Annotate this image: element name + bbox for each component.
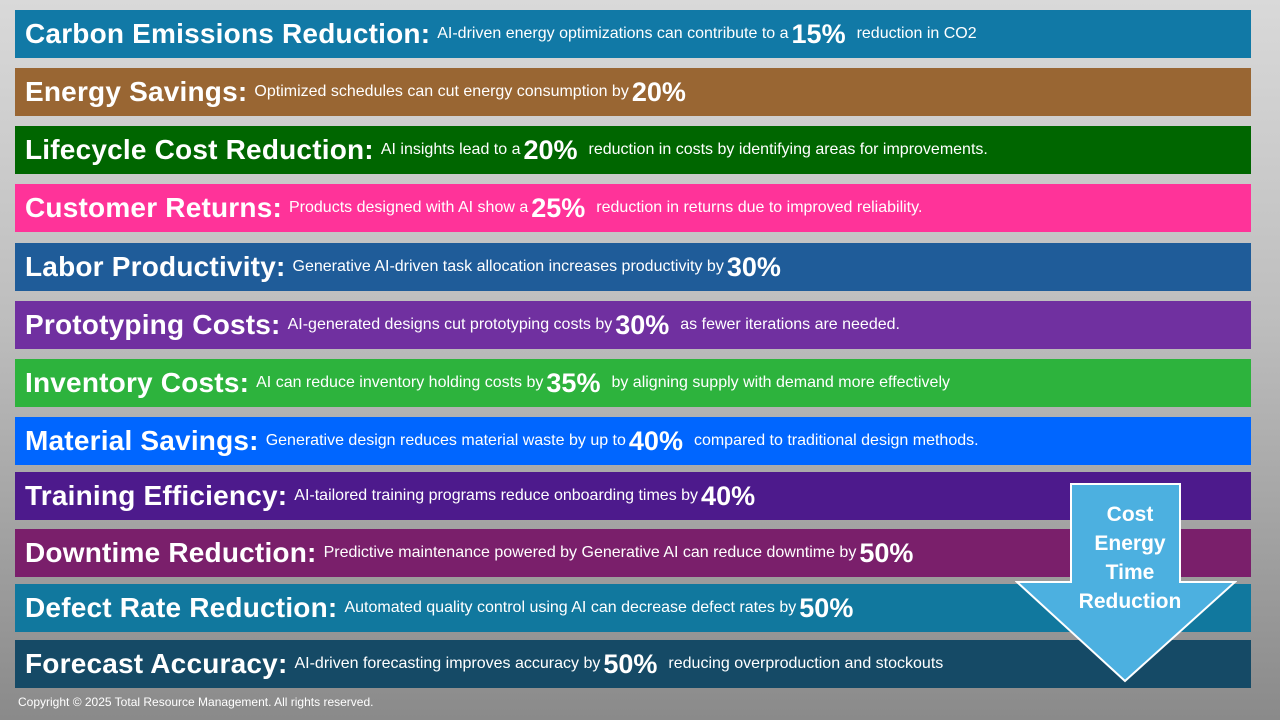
metric-percent: 50% bbox=[603, 648, 658, 679]
arrow-label-line: Cost bbox=[1106, 503, 1154, 526]
metric-description-tail: compared to traditional design methods. bbox=[693, 432, 979, 449]
metric-row-labor: Labor Productivity: Generative AI-driven… bbox=[15, 243, 1251, 291]
metric-title: Customer Returns: bbox=[25, 192, 282, 223]
metric-row-lifecycle: Lifecycle Cost Reduction: AI insights le… bbox=[15, 126, 1251, 174]
arrow-label: Cost Energy Time Reduction bbox=[1070, 500, 1190, 616]
arrow-label-line: Reduction bbox=[1078, 590, 1182, 613]
arrow-label-line: Time bbox=[1105, 561, 1155, 584]
metric-description: Automated quality control using AI can d… bbox=[344, 599, 797, 616]
metric-title: Energy Savings: bbox=[25, 76, 248, 107]
metric-description: AI-driven energy optimizations can contr… bbox=[437, 25, 789, 42]
metric-description: AI-tailored training programs reduce onb… bbox=[294, 487, 699, 504]
metric-title: Forecast Accuracy: bbox=[25, 648, 288, 679]
metric-description: AI-driven forecasting improves accuracy … bbox=[294, 655, 601, 672]
metric-percent: 50% bbox=[799, 592, 854, 623]
metric-percent: 15% bbox=[791, 18, 846, 49]
metric-description: Predictive maintenance powered by Genera… bbox=[323, 544, 857, 561]
metric-description: Generative design reduces material waste… bbox=[265, 432, 626, 449]
metric-percent: 30% bbox=[726, 251, 781, 282]
metric-description-tail: reduction in CO2 bbox=[856, 25, 977, 42]
metric-title: Carbon Emissions Reduction: bbox=[25, 18, 431, 49]
metric-percent: 20% bbox=[523, 134, 578, 165]
metric-percent: 25% bbox=[531, 192, 586, 223]
metric-percent: 20% bbox=[631, 76, 686, 107]
metric-row-prototyping: Prototyping Costs: AI-generated designs … bbox=[15, 301, 1251, 349]
metric-description-tail: reducing overproduction and stockouts bbox=[668, 655, 944, 672]
metric-description: AI-generated designs cut prototyping cos… bbox=[287, 316, 613, 333]
down-arrow-icon bbox=[1015, 483, 1237, 683]
metric-description-tail: by aligning supply with demand more effe… bbox=[611, 374, 951, 391]
metric-description-tail: reduction in returns due to improved rel… bbox=[596, 199, 923, 216]
metric-description: AI insights lead to a bbox=[380, 141, 521, 158]
metric-row-material: Material Savings: Generative design redu… bbox=[15, 417, 1251, 465]
metric-title: Downtime Reduction: bbox=[25, 537, 317, 568]
metric-percent: 40% bbox=[628, 425, 683, 456]
metric-title: Training Efficiency: bbox=[25, 480, 288, 511]
metric-description: Products designed with AI show a bbox=[289, 199, 529, 216]
metric-title: Defect Rate Reduction: bbox=[25, 592, 338, 623]
metric-row-forecast: Forecast Accuracy: AI-driven forecasting… bbox=[15, 640, 1251, 688]
copyright-notice: Copyright © 2025 Total Resource Manageme… bbox=[18, 695, 374, 709]
metric-row-inventory: Inventory Costs: AI can reduce inventory… bbox=[15, 359, 1251, 407]
metric-description-tail: as fewer iterations are needed. bbox=[680, 316, 900, 333]
metric-description: Optimized schedules can cut energy consu… bbox=[254, 83, 629, 100]
metric-description: Generative AI-driven task allocation inc… bbox=[292, 258, 724, 275]
metric-row-downtime: Downtime Reduction: Predictive maintenan… bbox=[15, 529, 1251, 577]
metric-title: Prototyping Costs: bbox=[25, 309, 281, 340]
arrow-label-line: Energy bbox=[1094, 532, 1166, 555]
metric-title: Material Savings: bbox=[25, 425, 259, 456]
metric-percent: 50% bbox=[859, 537, 914, 568]
metric-row-carbon: Carbon Emissions Reduction: AI-driven en… bbox=[15, 10, 1251, 58]
metric-title: Lifecycle Cost Reduction: bbox=[25, 134, 374, 165]
metric-percent: 35% bbox=[546, 367, 601, 398]
metric-row-energy: Energy Savings: Optimized schedules can … bbox=[15, 68, 1251, 116]
metric-title: Inventory Costs: bbox=[25, 367, 250, 398]
metric-row-returns: Customer Returns: Products designed with… bbox=[15, 184, 1251, 232]
metric-percent: 40% bbox=[701, 480, 756, 511]
metric-title: Labor Productivity: bbox=[25, 251, 286, 282]
metric-row-training: Training Efficiency: AI-tailored trainin… bbox=[15, 472, 1251, 520]
metric-description-tail: reduction in costs by identifying areas … bbox=[588, 141, 988, 158]
metric-description: AI can reduce inventory holding costs by bbox=[256, 374, 544, 391]
metric-percent: 30% bbox=[615, 309, 670, 340]
